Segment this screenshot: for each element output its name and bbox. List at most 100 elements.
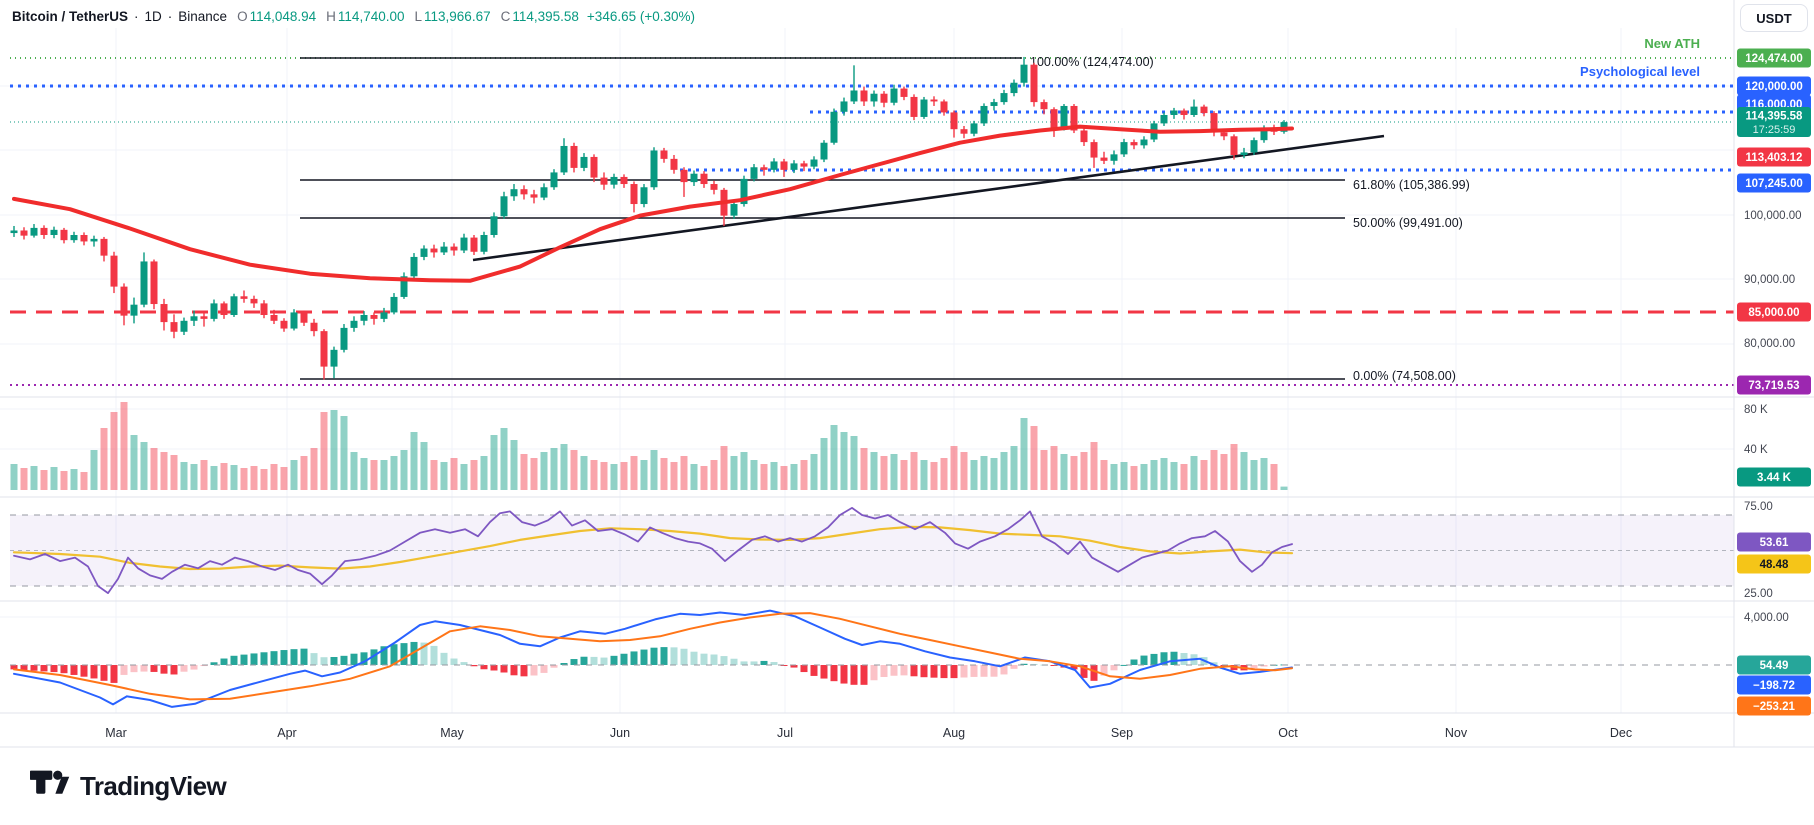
volume-bar	[1010, 446, 1018, 490]
symbol-title[interactable]: Bitcoin / TetherUS	[12, 8, 129, 24]
macd-hist-bar	[930, 665, 938, 678]
price-badge-text: 124,474.00	[1745, 53, 1803, 65]
candle-body	[1070, 105, 1078, 131]
candle-body	[190, 316, 198, 321]
price-badge-bg	[1737, 302, 1811, 322]
volume-bar	[20, 468, 28, 490]
candle-body	[250, 298, 258, 304]
candle-body	[420, 248, 428, 257]
chart-canvas[interactable]: 100.00% (124,474.00) 61.80% (105,386.99) 5…	[0, 0, 1814, 760]
currency-unit-button[interactable]: USDT	[1740, 4, 1808, 32]
macd-hist-bar	[900, 665, 908, 676]
candle-body	[280, 320, 288, 329]
candle-body	[1080, 130, 1088, 143]
volume-bar	[910, 452, 918, 490]
volume-bar	[890, 454, 898, 490]
price-badge: 120,000.00	[1737, 76, 1811, 96]
macd-hist-bar	[480, 665, 488, 670]
volume-bar	[860, 448, 868, 490]
candle-body	[660, 150, 668, 159]
macd-hist-bar	[750, 661, 758, 665]
candle-body	[600, 177, 608, 185]
volume-bar	[490, 435, 498, 490]
price-badge-text: 107,245.00	[1745, 178, 1803, 190]
macd-hist-bar	[140, 665, 148, 672]
macd-hist-bar	[130, 665, 138, 673]
macd-hist-bar	[1020, 663, 1028, 665]
macd-hist-bar	[400, 643, 408, 665]
price-badge-text: 3.44 K	[1757, 472, 1792, 484]
price-badge-bg	[1737, 675, 1811, 695]
volume-bar	[970, 460, 978, 490]
volume-bar	[1250, 460, 1258, 490]
volume-bar	[1130, 466, 1138, 490]
open-label: O	[237, 8, 248, 24]
candle-body	[670, 158, 678, 170]
volume-bar	[1270, 464, 1278, 490]
volume-bar	[150, 448, 158, 490]
price-scale[interactable]: 100,000.00 90,000.00 80,000.00 80 K 40 K 75.0…	[1737, 48, 1811, 716]
volume-bar	[1030, 426, 1038, 490]
candle-body	[690, 173, 698, 183]
volume-bar	[50, 467, 58, 490]
macd-hist-bar	[1000, 665, 1008, 675]
candle-body	[290, 312, 298, 329]
axis-label: 100,000.00	[1744, 210, 1802, 222]
macd-hist-bar	[160, 665, 168, 674]
macd-hist-bar	[520, 665, 528, 677]
macd-hist-bar	[1010, 665, 1018, 669]
candle-body	[320, 331, 328, 367]
macd-hist-bar	[620, 653, 628, 665]
low-label: L	[414, 8, 423, 24]
macd-hist-bar	[890, 665, 898, 676]
candle-body	[220, 303, 228, 315]
macd-hist-bar	[650, 647, 658, 665]
candle-body	[390, 296, 398, 313]
candle-body	[1190, 106, 1198, 115]
macd-hist-bar	[630, 651, 638, 665]
volume-bar	[10, 464, 18, 490]
volume-bar	[850, 436, 858, 490]
exchange-label[interactable]: Binance	[178, 8, 228, 24]
candle-body	[590, 156, 598, 178]
separator-dot: ·	[134, 8, 139, 24]
volume-bar	[840, 432, 848, 490]
candle-body	[960, 129, 968, 134]
fib-label: 50.00% (99,491.00)	[1353, 216, 1463, 230]
macd-hist-bar	[780, 665, 788, 666]
tradingview-logo[interactable]: TradingView	[30, 766, 227, 806]
volume-bar	[280, 467, 288, 490]
price-badge-text: 54.49	[1760, 660, 1789, 672]
candle-body	[980, 105, 988, 124]
macd-hist-bar	[760, 660, 768, 665]
candle-body	[130, 304, 138, 316]
price-badge: 113,403.12	[1737, 147, 1811, 167]
macd-hist-bar	[330, 657, 338, 665]
candle-body	[1220, 132, 1228, 137]
candle-body	[480, 235, 488, 252]
time-axis[interactable]: Mar Apr May Jun Jul Aug Sep Oct Nov Dec	[105, 726, 1632, 740]
close-label: C	[500, 8, 511, 24]
volume-bar	[670, 462, 678, 490]
candle-body	[640, 187, 648, 205]
fib-retracement: 100.00% (124,474.00) 61.80% (105,386.99) 5…	[300, 55, 1470, 383]
volume-bar	[70, 469, 78, 490]
volume-bar	[100, 428, 108, 490]
macd-hist-bar	[150, 665, 158, 672]
candle-body	[830, 111, 838, 143]
volume-bar	[640, 460, 648, 490]
volume-bar	[530, 458, 538, 490]
macd-hist-bar	[20, 665, 28, 671]
volume-bar	[210, 466, 218, 490]
candle-body	[180, 320, 188, 332]
macd-hist-bar	[250, 653, 258, 665]
candle-body	[450, 246, 458, 251]
interval-label[interactable]: 1D	[144, 8, 162, 24]
macd-hist-bar	[180, 665, 188, 672]
volume-bar	[190, 464, 198, 490]
candle-body	[1240, 152, 1248, 155]
candle-body	[1170, 110, 1178, 115]
macd-hist-bar	[50, 665, 58, 673]
macd-hist-bar	[340, 655, 348, 665]
volume-bar	[620, 462, 628, 490]
